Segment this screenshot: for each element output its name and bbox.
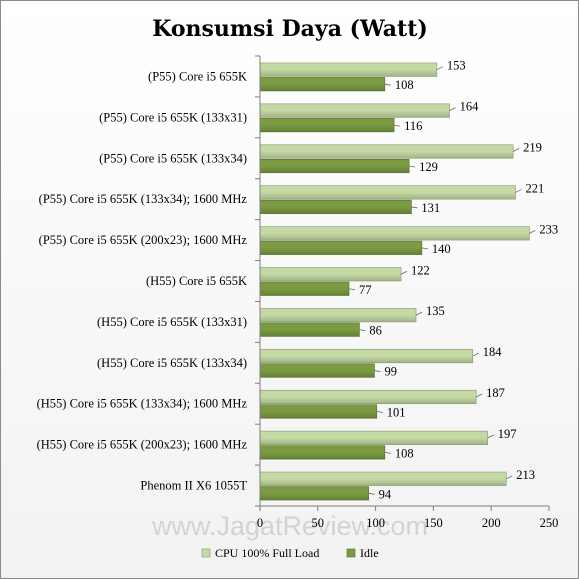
category-label: (P55) Core i5 655K (200x23); 1600 MHz <box>39 233 248 247</box>
category-label: (P55) Core i5 655K (133x34); 1600 MHz <box>39 192 248 206</box>
category-label: (H55) Core i5 655K (133x34) <box>97 356 247 370</box>
category-label: (H55) Core i5 655K <box>146 274 247 288</box>
data-label: 140 <box>432 242 451 256</box>
legend-label: CPU 100% Full Load <box>215 546 319 560</box>
data-label-leader <box>529 229 536 234</box>
bar-full-load <box>259 185 516 200</box>
data-label: 221 <box>525 181 544 195</box>
bar-full-load <box>259 226 530 241</box>
data-label-leader <box>376 411 383 413</box>
data-label: 129 <box>419 160 438 174</box>
data-label: 184 <box>483 345 503 359</box>
data-label: 187 <box>486 386 505 400</box>
x-tick-label: 100 <box>366 516 385 530</box>
data-label: 233 <box>539 222 558 236</box>
x-tick-label: 250 <box>540 516 559 530</box>
data-label: 164 <box>460 100 480 114</box>
bar-full-load <box>259 471 507 486</box>
bar-full-load <box>259 430 489 445</box>
data-label-leader <box>512 148 520 152</box>
category-label: (P55) Core i5 655K (133x34) <box>99 151 247 165</box>
data-label-leader <box>506 475 513 480</box>
bar-full-load <box>259 267 402 282</box>
bar-full-load <box>259 349 474 364</box>
data-label-leader <box>449 107 456 111</box>
legend-swatch <box>201 548 211 558</box>
bar-idle <box>259 281 350 296</box>
data-label-leader <box>515 189 522 193</box>
bar-full-load <box>259 144 514 159</box>
x-tick-label: 0 <box>257 516 263 530</box>
legend-swatch <box>346 548 356 558</box>
bar-idle <box>259 240 423 255</box>
data-label-leader <box>415 311 423 316</box>
bar-idle <box>259 158 410 174</box>
bar-full-load <box>259 103 450 118</box>
category-label: (P55) Core i5 655K <box>148 69 247 83</box>
data-label: 108 <box>395 78 414 92</box>
bar-idle <box>259 199 412 214</box>
x-tick-label: 200 <box>482 516 501 530</box>
data-label: 219 <box>523 141 542 155</box>
data-label-leader <box>394 124 401 127</box>
data-label-leader <box>436 66 444 71</box>
data-label: 77 <box>359 283 372 297</box>
data-label-leader <box>348 288 356 291</box>
bar-idle <box>259 445 386 460</box>
data-label-leader <box>472 352 479 357</box>
bar-idle <box>259 77 386 92</box>
watermark: www.JagatReview.com <box>151 511 428 541</box>
chart-title: Konsumsi Daya (Watt) <box>152 16 428 42</box>
bar-full-load <box>259 389 477 405</box>
data-label-leader <box>368 492 375 495</box>
data-label: 131 <box>421 201 440 215</box>
data-label: 94 <box>379 487 392 501</box>
data-label-leader <box>487 434 494 439</box>
x-tick-label: 50 <box>312 516 325 530</box>
data-label: 135 <box>426 304 445 318</box>
category-label: (H55) Core i5 655K (200x23); 1600 MHz <box>37 438 248 452</box>
data-label: 116 <box>404 119 422 133</box>
data-label-leader <box>421 247 428 250</box>
bar-idle <box>259 486 369 501</box>
data-label-leader <box>475 393 483 398</box>
bar-idle <box>259 322 360 337</box>
legend-label: Idle <box>360 546 379 560</box>
data-label: 213 <box>516 468 535 482</box>
bar-full-load <box>259 308 417 323</box>
bar-idle <box>259 363 375 378</box>
bar-full-load <box>259 62 438 77</box>
category-label: (H55) Core i5 655K (133x34); 1600 MHz <box>37 397 248 411</box>
bar-idle <box>259 404 378 419</box>
bar-idle <box>259 118 395 133</box>
category-label: (H55) Core i5 655K (133x31) <box>97 315 247 329</box>
data-label-leader <box>411 206 418 209</box>
category-label: Phenom II X6 1055T <box>140 479 247 493</box>
x-tick-label: 150 <box>424 516 443 530</box>
data-label: 101 <box>387 405 406 419</box>
data-label-leader <box>384 451 391 454</box>
data-label-leader <box>409 165 416 168</box>
data-label-leader <box>359 329 366 332</box>
data-label-leader <box>400 270 408 275</box>
data-label: 197 <box>498 427 517 441</box>
data-label: 99 <box>384 365 397 379</box>
data-label-leader <box>374 370 381 372</box>
data-label: 122 <box>411 263 430 277</box>
data-label-leader <box>384 83 391 86</box>
category-label: (P55) Core i5 655K (133x31) <box>99 110 247 124</box>
data-label: 153 <box>447 59 466 73</box>
data-label: 108 <box>395 446 414 460</box>
data-label: 86 <box>369 324 382 338</box>
